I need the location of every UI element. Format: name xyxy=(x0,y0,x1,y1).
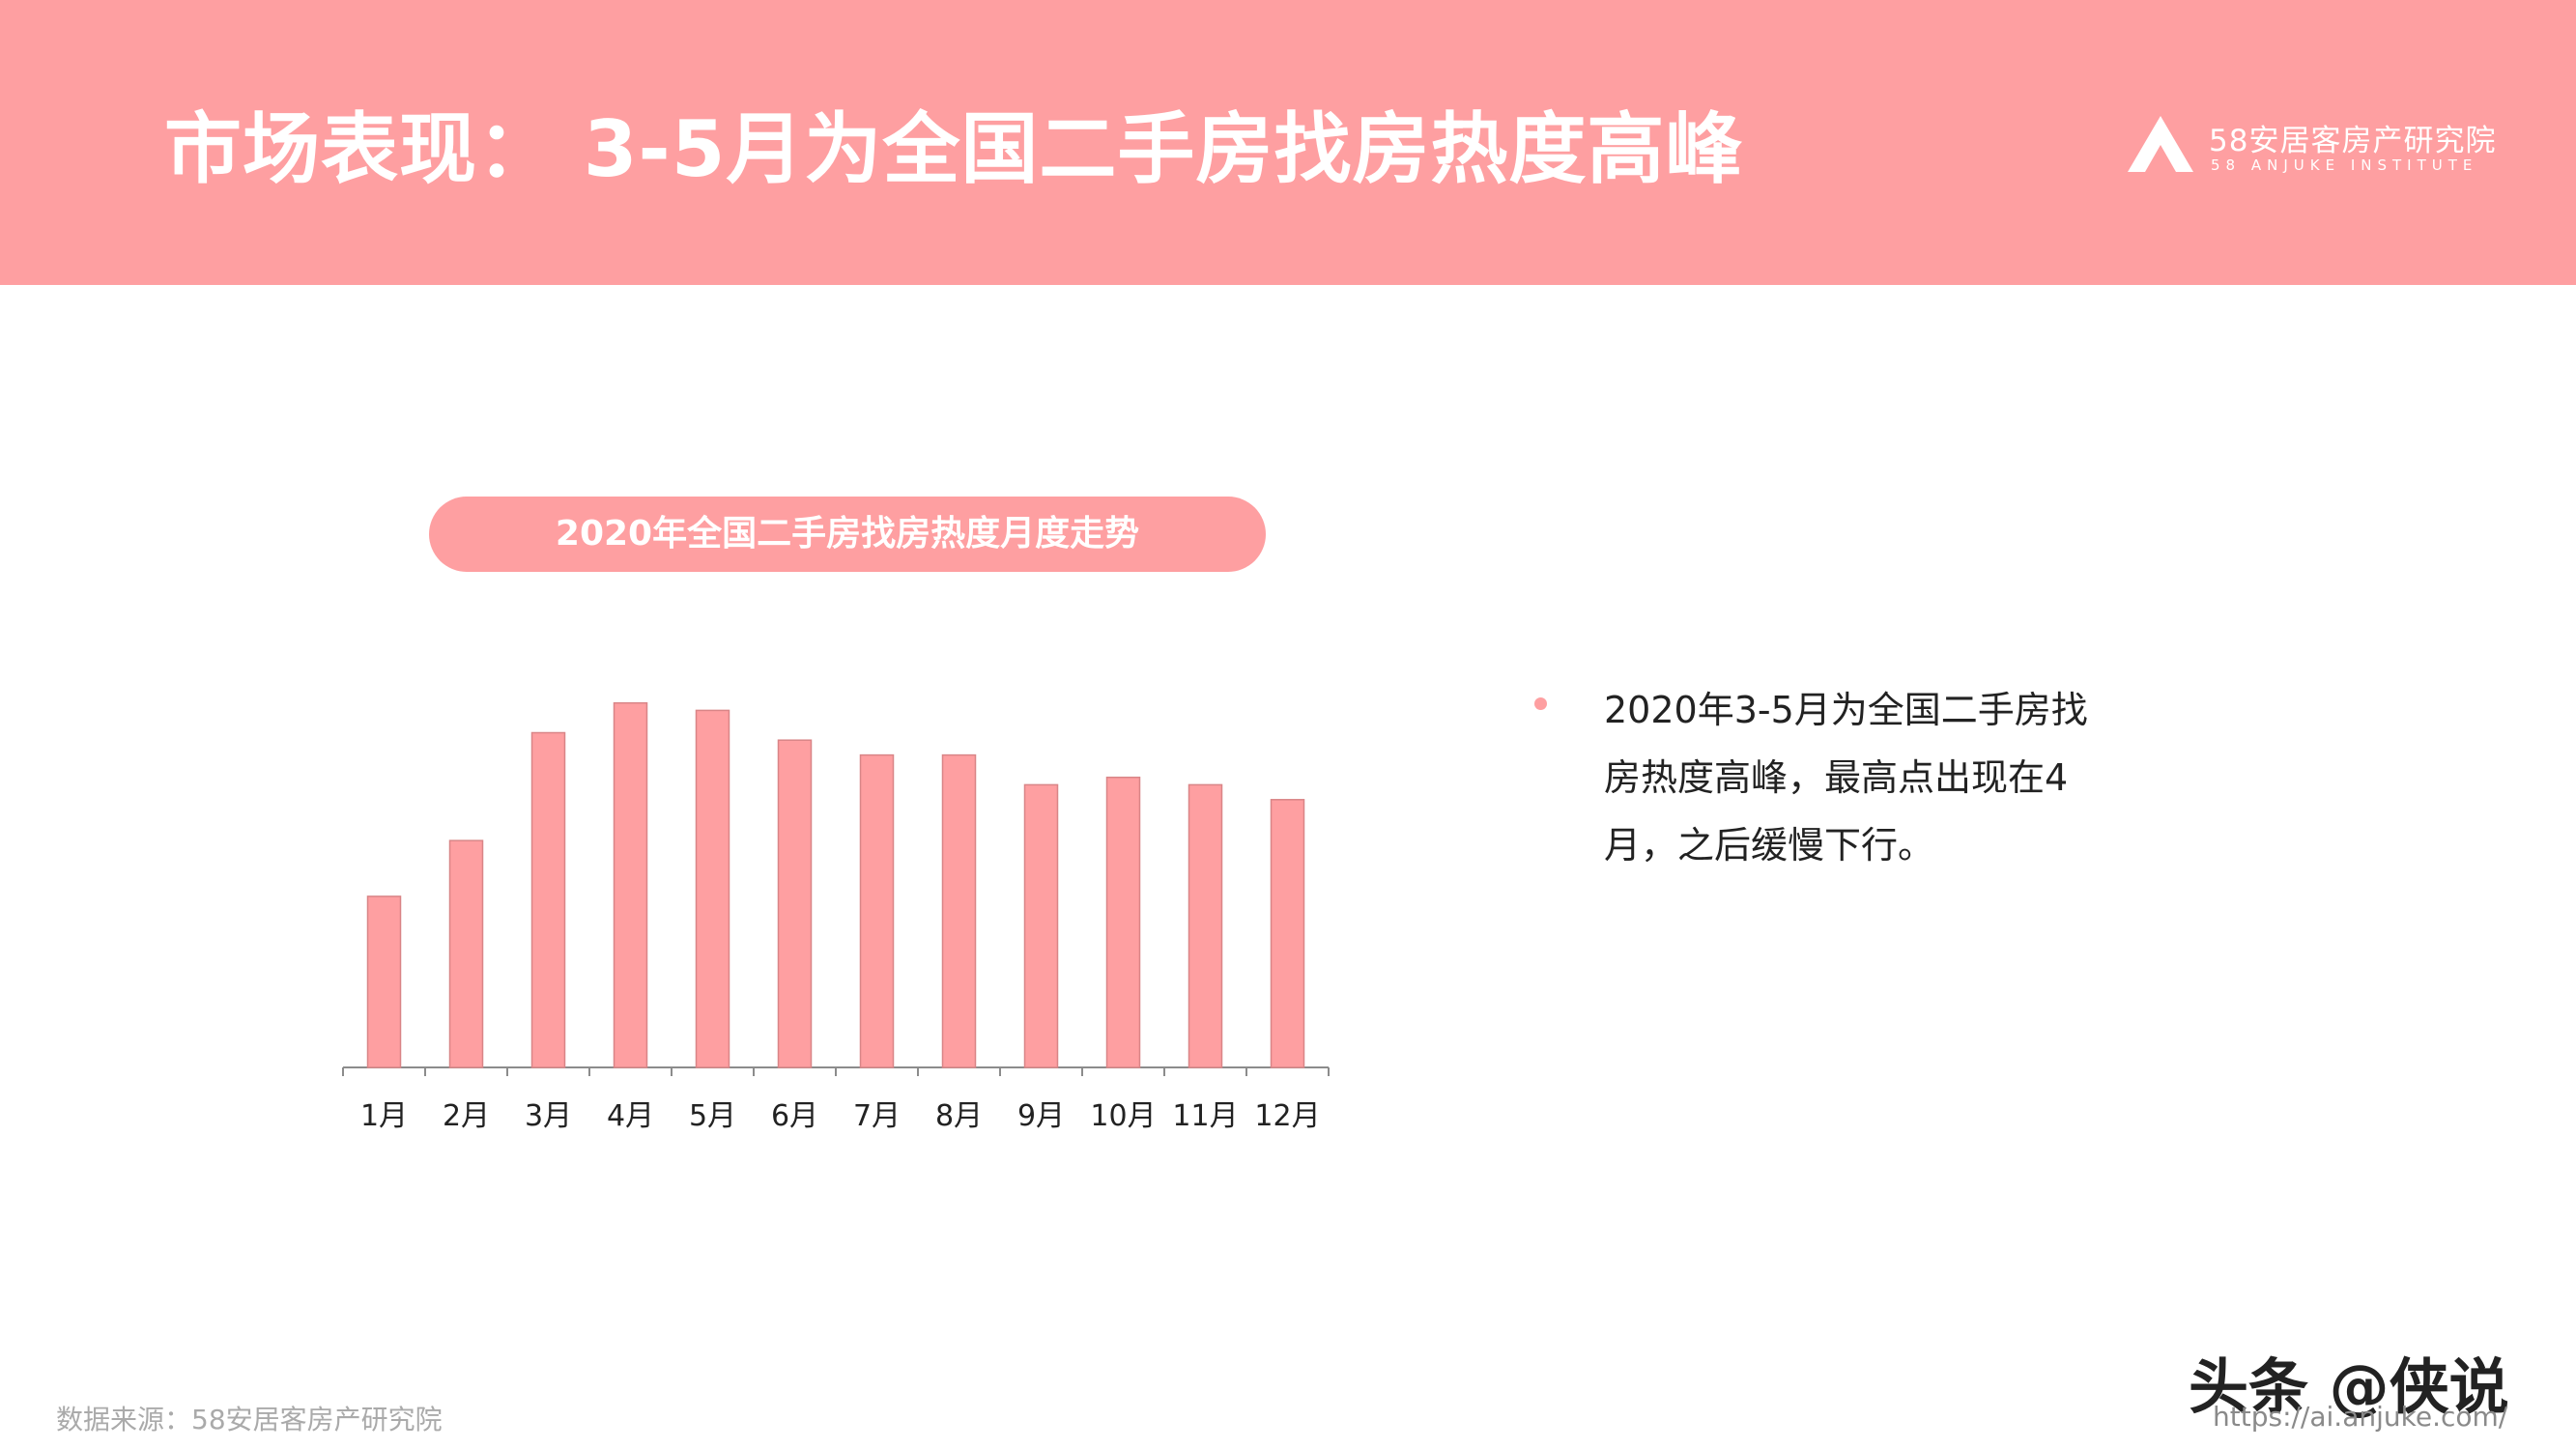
bar-2 xyxy=(448,839,484,1068)
x-tick-label: 5月 xyxy=(689,1099,736,1133)
bar-12 xyxy=(1270,799,1305,1068)
x-tick-label: 2月 xyxy=(443,1099,490,1133)
bullet-text: 2020年3-5月为全国二手房找房热度高峰，最高点出现在4月，之后缓慢下行。 xyxy=(1604,689,2088,867)
x-tick-label: 4月 xyxy=(607,1099,654,1133)
source-url: https://ai.anjuke.com/ xyxy=(2213,1401,2508,1433)
logo-text-en: 58 ANJUKE INSTITUTE xyxy=(2211,156,2478,174)
x-tick-label: 10月 xyxy=(1090,1099,1156,1133)
x-tick-label: 3月 xyxy=(525,1099,572,1133)
bar-4 xyxy=(613,701,648,1068)
x-tick-label: 1月 xyxy=(360,1099,408,1133)
brand-logo: 58安居客房产研究院 58 ANJUKE INSTITUTE xyxy=(2126,114,2532,182)
anjuke-a-logo-icon xyxy=(2128,116,2193,172)
x-tick-label: 9月 xyxy=(1017,1099,1065,1133)
x-tick-label: 8月 xyxy=(935,1099,983,1133)
bar-3 xyxy=(530,731,566,1068)
bar-10 xyxy=(1105,776,1141,1068)
data-source: 数据来源：58安居客房产研究院 xyxy=(56,1404,443,1435)
bullet-dot xyxy=(1534,697,1547,710)
logo-text-cn: 58安居客房产研究院 xyxy=(2209,124,2497,158)
chart-title-pill: 2020年全国二手房找房热度月度走势 xyxy=(429,497,1266,572)
page-title: 市场表现： 3-5月为全国二手房找房热度高峰 xyxy=(164,104,1744,194)
header-banner: 市场表现： 3-5月为全国二手房找房热度高峰 58安居客房产研究院 58 ANJ… xyxy=(0,0,2576,285)
bar-8 xyxy=(941,753,977,1068)
bar-11 xyxy=(1188,783,1223,1068)
watermark: 头条 @侠说 xyxy=(2189,1351,2509,1422)
x-tick-label: 6月 xyxy=(771,1099,818,1133)
bar-chart: 1月 2月 3月 4月 5月 6月 7月 8月 9月 10月 11月 12月 xyxy=(342,701,1330,1133)
bar-5 xyxy=(695,709,730,1068)
x-tick-label: 11月 xyxy=(1172,1099,1238,1133)
x-tick-label: 7月 xyxy=(853,1099,901,1133)
x-tick-label: 12月 xyxy=(1254,1099,1320,1133)
bar-1 xyxy=(366,895,402,1068)
bar-6 xyxy=(777,739,813,1068)
bar-9 xyxy=(1023,783,1059,1068)
bar-7 xyxy=(859,753,895,1068)
